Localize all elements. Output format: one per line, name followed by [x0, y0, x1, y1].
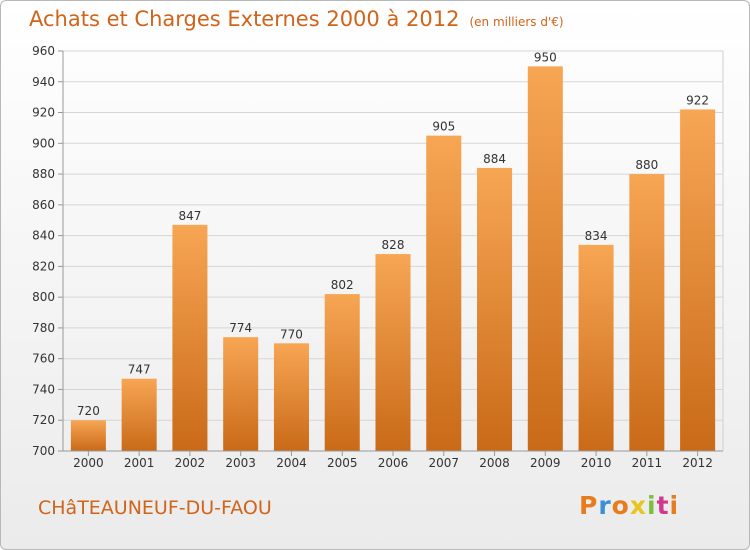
- y-tick-label: 700: [32, 444, 55, 458]
- bar: [172, 224, 208, 451]
- y-tick-label: 900: [32, 136, 55, 150]
- y-tick-label: 840: [32, 229, 55, 243]
- bar: [121, 378, 157, 451]
- logo-letter: t: [656, 491, 670, 520]
- bar-value-label: 950: [534, 50, 557, 64]
- bar-value-label: 774: [229, 321, 252, 335]
- y-tick-label: 920: [32, 106, 55, 120]
- bar-value-label: 834: [585, 229, 608, 243]
- logo-letter: x: [629, 491, 647, 520]
- y-tick-label: 880: [32, 167, 55, 181]
- x-tick-label: 2005: [327, 456, 358, 470]
- x-tick-label: 2010: [581, 456, 612, 470]
- bar: [477, 167, 513, 451]
- y-tick-label: 760: [32, 352, 55, 366]
- x-tick-label: 2007: [428, 456, 459, 470]
- bar-value-label: 880: [635, 158, 658, 172]
- y-tick-label: 720: [32, 413, 55, 427]
- x-tick-label: 2006: [378, 456, 409, 470]
- bar-value-label: 720: [77, 404, 100, 418]
- bar: [324, 294, 360, 451]
- x-tick-label: 2012: [682, 456, 713, 470]
- bar: [273, 343, 309, 451]
- bar-value-label: 847: [178, 209, 201, 223]
- y-tick-label: 860: [32, 198, 55, 212]
- bar-value-label: 922: [686, 93, 709, 107]
- x-tick-label: 2002: [175, 456, 206, 470]
- x-tick-label: 2009: [530, 456, 561, 470]
- logo-letter: r: [598, 491, 612, 520]
- bar-value-label: 905: [432, 120, 455, 134]
- bar-value-label: 828: [382, 238, 405, 252]
- y-tick-label: 940: [32, 75, 55, 89]
- y-tick-label: 740: [32, 382, 55, 396]
- bar: [223, 337, 259, 451]
- logo-letter: P: [579, 491, 599, 520]
- x-tick-label: 2000: [73, 456, 104, 470]
- bar-value-label: 747: [128, 363, 151, 377]
- logo-letter: i: [647, 491, 657, 520]
- bar: [629, 174, 665, 452]
- y-tick-label: 960: [32, 44, 55, 58]
- x-tick-label: 2008: [479, 456, 510, 470]
- city-name: CHâTEAUNEUF-DU-FAOU: [38, 497, 272, 519]
- y-tick-label: 800: [32, 290, 55, 304]
- bar: [527, 66, 563, 451]
- bar-value-label: 802: [331, 278, 354, 292]
- bars: 720 747 847 774 770 802 828 905 884 950 834 880 922: [70, 50, 716, 452]
- proxiti-logo: Proxiti: [579, 491, 679, 520]
- bar: [375, 254, 411, 451]
- x-axis: 2000 2001 2002 2003 2004 2005 2006 2007 2008 2009…: [63, 450, 723, 470]
- y-axis: 700 720 740 760 780 800 820 840 860 880 900 920 940 9…: [32, 44, 64, 458]
- x-tick-label: 2001: [124, 456, 155, 470]
- chart-title: Achats et Charges Externes 2000 à 2012 (e…: [29, 7, 564, 31]
- bar: [578, 244, 614, 451]
- logo-letter: i: [669, 491, 680, 520]
- bar: [426, 135, 462, 451]
- chart-title-text: Achats et Charges Externes 2000 à 2012: [29, 7, 460, 31]
- bar-value-label: 770: [280, 327, 303, 341]
- logo-letter: o: [611, 491, 630, 520]
- x-tick-label: 2011: [632, 456, 663, 470]
- bar: [70, 420, 106, 451]
- y-tick-label: 820: [32, 259, 55, 273]
- y-tick-label: 780: [32, 321, 55, 335]
- bar-value-label: 884: [483, 152, 506, 166]
- x-tick-label: 2004: [276, 456, 307, 470]
- bar: [680, 109, 716, 451]
- x-tick-label: 2003: [225, 456, 256, 470]
- chart-unit-label: (en milliers d'€): [469, 15, 564, 29]
